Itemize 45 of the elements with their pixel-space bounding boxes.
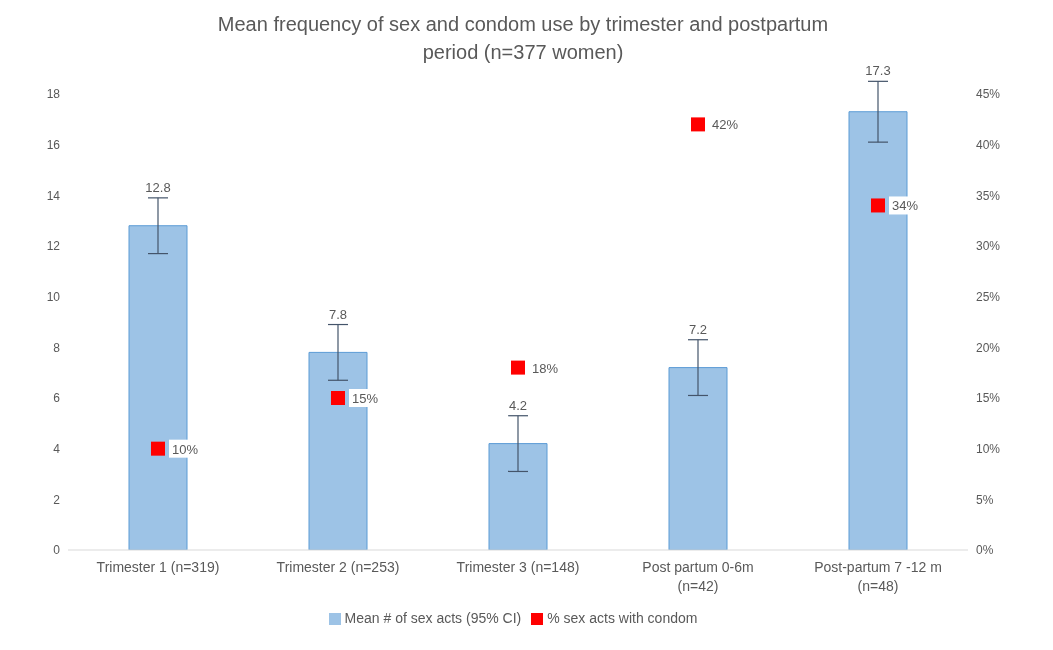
y2-tick-label: 45% (976, 87, 1001, 102)
data-label: 17.3 (865, 63, 891, 79)
y-tick-label: 12 (46, 239, 61, 254)
point (511, 360, 525, 375)
legend-label: Mean # of sex acts (95% CI) (344, 610, 522, 626)
y2-tick-label: 0% (976, 543, 994, 558)
y2-tick-label: 35% (976, 188, 1001, 203)
data-label: 7.2 (688, 321, 708, 337)
x-tick-label: Trimester 1 (n=319) (96, 559, 220, 575)
data-label: 15% (352, 391, 379, 406)
x-tick-label: Trimester 3 (n=148) (456, 559, 580, 575)
data-label: 10% (172, 441, 199, 457)
y-tick-label: 18 (46, 87, 61, 102)
data-label: 34% (892, 198, 919, 214)
bar (488, 443, 548, 550)
y-tick-label: 10 (46, 289, 61, 304)
y2-tick-label: 40% (976, 137, 1001, 152)
data-label: 12.8 (145, 179, 171, 195)
y2-tick-label: 25% (976, 289, 1001, 304)
y2-tick-label: 30% (976, 239, 1001, 254)
x-tick-label: Post partum 0-6m (n=42) (642, 559, 754, 594)
point (691, 117, 705, 132)
data-label: 18% (532, 360, 559, 376)
y-tick-label: 8 (53, 340, 61, 355)
y2-tick-label: 10% (976, 441, 1001, 456)
data-label: 7.8 (328, 306, 348, 322)
bar (668, 367, 728, 550)
data-label: 4.2 (508, 397, 528, 413)
y-tick-label: 14 (46, 188, 61, 203)
data-label: 42% (712, 117, 739, 133)
chart-title: Mean frequency of sex and condom use by trimester and postpartum period (n=377 women) (216, 12, 830, 65)
y-tick-label: 0 (53, 543, 61, 558)
y-tick-label: 2 (53, 492, 61, 507)
y2-tick-label: 5% (976, 492, 994, 507)
point (331, 391, 345, 405)
y-tick-label: 6 (53, 391, 61, 406)
x-tick-label: Post-partum 7 -12 m (n=48) (814, 559, 942, 594)
point (871, 198, 885, 213)
y2-tick-label: 15% (976, 391, 1001, 406)
legend-label: % sex acts with condom (547, 610, 698, 626)
x-tick-label: Trimester 2 (n=253) (276, 559, 400, 575)
y-tick-label: 16 (46, 137, 61, 152)
point (151, 441, 165, 456)
y-tick-label: 4 (53, 441, 61, 456)
y2-tick-label: 20% (976, 340, 1001, 355)
